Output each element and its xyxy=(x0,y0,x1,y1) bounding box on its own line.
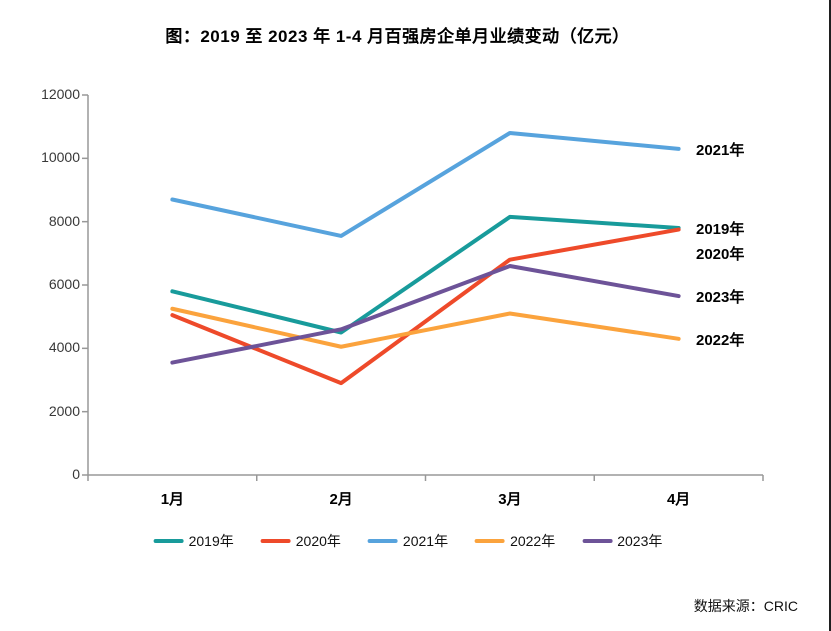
y-tick-label: 8000 xyxy=(48,212,80,229)
x-tick-label: 4月 xyxy=(666,491,691,508)
series-end-label: 2023年 xyxy=(696,289,745,307)
source-note: 数据来源：CRIC xyxy=(693,598,798,614)
y-tick-label: 12000 xyxy=(41,86,80,102)
legend-label: 2021年 xyxy=(402,533,449,549)
series-line-2019年 xyxy=(170,214,681,335)
legend-item: 2022年 xyxy=(475,531,555,551)
y-tick-label: 10000 xyxy=(41,149,80,166)
series-line-2022年 xyxy=(170,306,681,349)
series-end-label: 2022年 xyxy=(696,331,745,349)
chart-title: 图：2019 至 2023 年 1-4 月百强房企单月业绩变动（亿元） xyxy=(165,27,630,46)
x-tick-label: 3月 xyxy=(498,491,522,508)
legend-line-icon xyxy=(475,539,506,543)
legend-label: 2022年 xyxy=(510,533,556,549)
legend-line-icon xyxy=(582,539,613,543)
legend-item: 2021年 xyxy=(367,531,449,551)
y-tick-label: 4000 xyxy=(48,339,80,356)
legend-item: 2020年 xyxy=(260,531,341,551)
chart-legend: 2019年 2020年 2021年 2022年 2023年 xyxy=(153,531,662,551)
legend-line-icon xyxy=(367,539,398,543)
series-line-2020年 xyxy=(170,227,681,386)
series-line-2021年 xyxy=(170,131,681,238)
series-line-2023年 xyxy=(170,264,681,365)
y-tick-label: 6000 xyxy=(48,276,80,292)
y-tick-label: 0 xyxy=(72,466,80,482)
series-end-label: 2019年 xyxy=(696,221,745,238)
x-tick-label: 2月 xyxy=(329,491,353,508)
series-end-label: 2021年 xyxy=(696,141,745,159)
legend-label: 2019年 xyxy=(188,533,234,549)
legend-label: 2020年 xyxy=(295,533,341,549)
legend-line-icon xyxy=(260,539,291,543)
x-tick-label: 1月 xyxy=(160,491,185,508)
legend-item: 2019年 xyxy=(153,531,234,551)
y-tick-label: 2000 xyxy=(48,402,80,419)
series-end-label: 2020年 xyxy=(696,246,745,263)
legend-label: 2023年 xyxy=(617,533,663,549)
legend-item: 2023年 xyxy=(582,531,662,551)
legend-line-icon xyxy=(153,539,184,543)
